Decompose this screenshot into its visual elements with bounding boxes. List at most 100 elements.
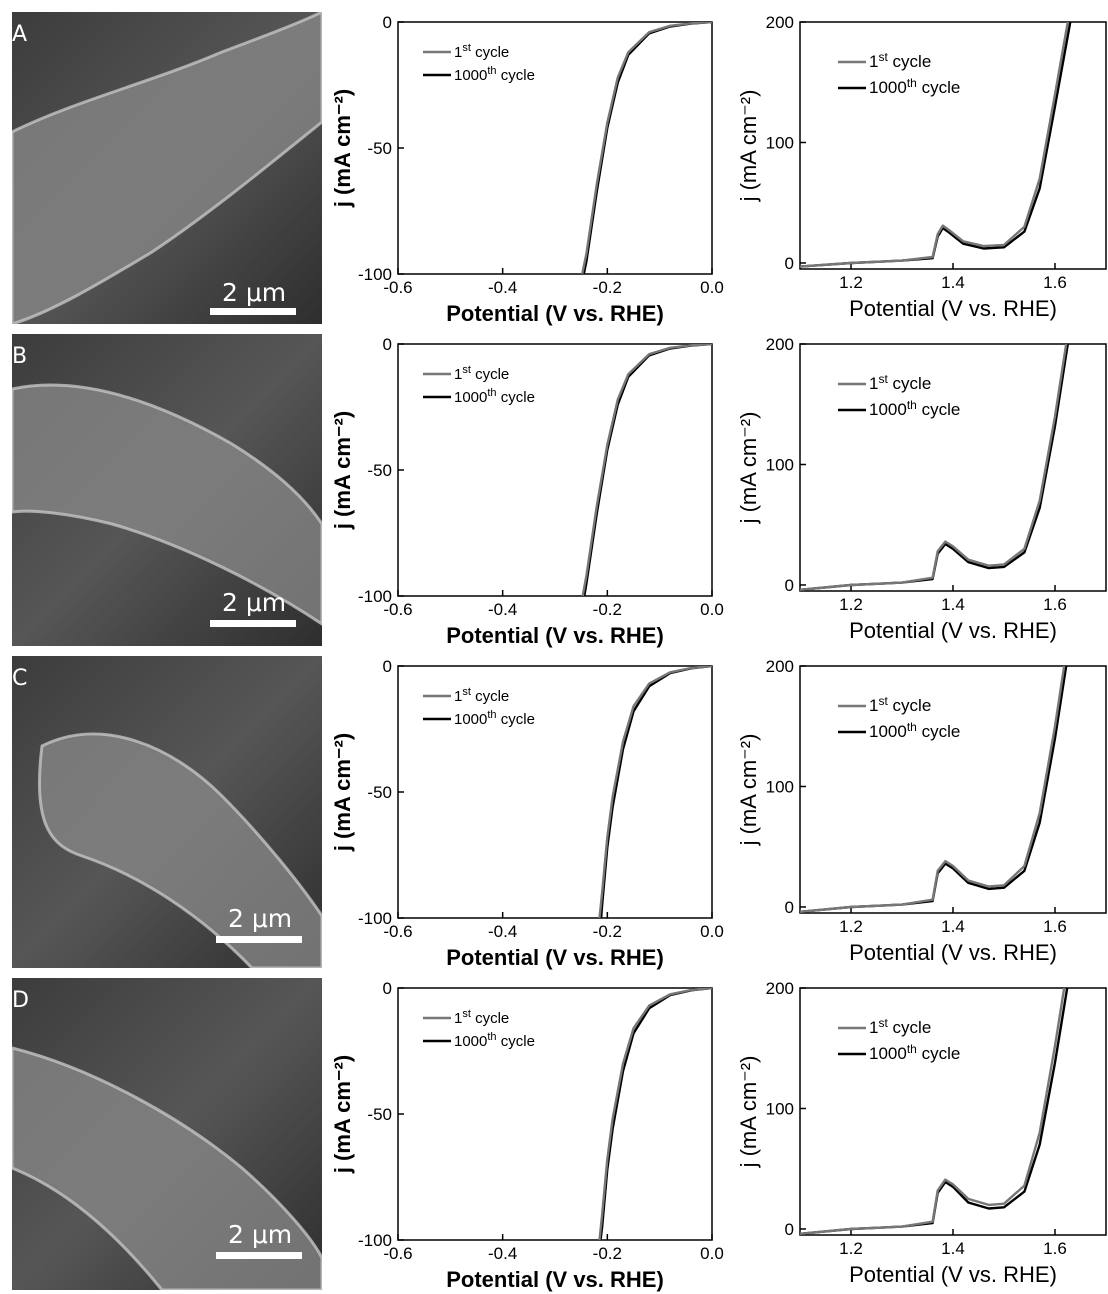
- y-tick-label: 100: [766, 1099, 794, 1118]
- legend-1st-cycle-label: 1st cycle: [454, 686, 509, 705]
- x-tick-label: 1.6: [1043, 917, 1067, 936]
- x-tick-label: -0.4: [488, 600, 517, 619]
- x-tick-label: 1.2: [839, 595, 863, 614]
- y-tick-label: -50: [367, 461, 392, 480]
- her-chart-2: -0.6 -0.4 -0.2 0.0 0 -50 -100 Potential (V vs. …: [330, 657, 724, 970]
- series-line-1st-cycle: [598, 666, 712, 918]
- y-tick-label: -100: [358, 1231, 392, 1250]
- y-axis-title: j (mA cm⁻²): [330, 1055, 355, 1174]
- x-tick-label: -0.6: [383, 600, 412, 619]
- oer-plot-2: 1.2 1.4 1.6 0 100 200 Potential (V vs. RHE) j (…: [730, 656, 1107, 968]
- x-axis-title: Potential (V vs. RHE): [849, 940, 1057, 965]
- oer-plot-1: 1.2 1.4 1.6 0 100 200 Potential (V vs. RHE) j (…: [730, 334, 1107, 646]
- plot-frame: [397, 665, 713, 919]
- sem-layer: [12, 385, 322, 624]
- x-axis-title: Potential (V vs. RHE): [446, 301, 664, 326]
- y-tick-label: -50: [367, 783, 392, 802]
- y-tick-label: 0: [785, 1220, 794, 1239]
- her-chart-1: -0.6 -0.4 -0.2 0.0 0 -50 -100 Potential (V vs. …: [330, 335, 724, 648]
- legend-1st-cycle-label: 1st cycle: [454, 42, 509, 61]
- panel-letter: B: [12, 344, 28, 369]
- x-axis-title: Potential (V vs. RHE): [849, 618, 1057, 643]
- y-axis-title: j (mA cm⁻²): [736, 734, 761, 847]
- scale-bar-label: 2 μm: [222, 588, 287, 617]
- sem-layer: [12, 12, 322, 324]
- x-tick-label: -0.6: [383, 922, 412, 941]
- y-tick-label: 100: [766, 455, 794, 474]
- y-tick-label: 200: [766, 657, 794, 676]
- legend-1000th-cycle-label: 1000th cycle: [454, 387, 535, 406]
- y-tick-label: 200: [766, 335, 794, 354]
- legend-1000th-cycle-label: 1000th cycle: [454, 1031, 535, 1050]
- x-tick-label: -0.4: [488, 922, 517, 941]
- y-tick-label: -100: [358, 909, 392, 928]
- sem-layer-edge: [12, 383, 322, 626]
- y-axis-title: j (mA cm⁻²): [736, 412, 761, 525]
- oer-chart-1: 1.2 1.4 1.6 0 100 200 Potential (V vs. RHE) j (…: [736, 335, 1107, 643]
- x-tick-label: -0.6: [383, 1244, 412, 1263]
- series-line-1st-cycle: [598, 988, 712, 1240]
- x-tick-label: 1.6: [1043, 595, 1067, 614]
- y-tick-label: 0: [785, 898, 794, 917]
- sem-image: [12, 12, 322, 324]
- x-tick-label: -0.6: [383, 278, 412, 297]
- y-axis-title: j (mA cm⁻²): [330, 89, 355, 208]
- x-tick-label: 1.4: [941, 1239, 965, 1258]
- x-tick-label: -0.2: [593, 1244, 622, 1263]
- x-tick-label: 0.0: [700, 1244, 724, 1263]
- figure-row-a: A 2 μm -0.6 -0.4 -0.2 0.0 0 -50 -100 Potential (V…: [0, 12, 1108, 326]
- y-tick-label: 100: [766, 133, 794, 152]
- x-axis-title: Potential (V vs. RHE): [446, 623, 664, 648]
- x-axis-title: Potential (V vs. RHE): [446, 945, 664, 970]
- series-line-1st-cycle: [581, 22, 712, 274]
- x-axis-title: Potential (V vs. RHE): [849, 1262, 1057, 1287]
- y-axis-title: j (mA cm⁻²): [736, 1056, 761, 1169]
- scale-bar: [216, 1252, 302, 1259]
- y-tick-label: 0: [383, 657, 392, 676]
- series-line-1000th-cycle: [599, 666, 712, 918]
- legend-1st-cycle-label: 1st cycle: [454, 364, 509, 383]
- y-tick-label: 0: [383, 335, 392, 354]
- series-line-1000th-cycle: [800, 22, 1072, 268]
- x-tick-label: 1.6: [1043, 1239, 1067, 1258]
- y-axis-title: j (mA cm⁻²): [736, 90, 761, 203]
- x-tick-label: -0.2: [593, 600, 622, 619]
- her-chart-0: -0.6 -0.4 -0.2 0.0 0 -50 -100 Potential (V vs. …: [330, 13, 724, 326]
- scale-bar-label: 2 μm: [228, 1220, 293, 1249]
- scale-bar-label: 2 μm: [222, 278, 287, 307]
- legend-1000th-cycle-label: 1000th cycle: [454, 709, 535, 728]
- figure-row-d: D 2 μm -0.6 -0.4 -0.2 0.0 0 -50 -100 Potential (V…: [0, 978, 1108, 1292]
- legend-1000th-cycle-label: 1000th cycle: [454, 65, 535, 84]
- y-axis-title: j (mA cm⁻²): [330, 411, 355, 530]
- legend-1000th-cycle-label: 1000th cycle: [869, 720, 960, 741]
- x-tick-label: 1.6: [1043, 273, 1067, 292]
- sem-layer: [39, 734, 322, 968]
- oer-plot-0: 1.2 1.4 1.6 0 100 200 Potential (V vs. RHE) j (…: [730, 12, 1107, 324]
- x-tick-label: 1.4: [941, 917, 965, 936]
- x-tick-label: 1.2: [839, 917, 863, 936]
- plot-frame: [397, 987, 713, 1241]
- panel-letter: D: [12, 988, 29, 1013]
- y-tick-label: -50: [367, 1105, 392, 1124]
- her-plot-0: -0.6 -0.4 -0.2 0.0 0 -50 -100 Potential (V vs. …: [330, 12, 1106, 326]
- her-plot-3: -0.6 -0.4 -0.2 0.0 0 -50 -100 Potential (V vs. …: [330, 978, 1106, 1292]
- series-line-1st-cycle: [800, 988, 1066, 1235]
- x-tick-label: -0.4: [488, 1244, 517, 1263]
- y-tick-label: -100: [358, 265, 392, 284]
- legend-1000th-cycle-label: 1000th cycle: [869, 1042, 960, 1063]
- oer-chart-2: 1.2 1.4 1.6 0 100 200 Potential (V vs. RHE) j (…: [736, 657, 1107, 965]
- y-tick-label: 0: [383, 13, 392, 32]
- oer-chart-0: 1.2 1.4 1.6 0 100 200 Potential (V vs. RHE) j (…: [736, 13, 1107, 321]
- y-tick-label: 200: [766, 13, 794, 32]
- scale-bar-label: 2 μm: [228, 904, 293, 933]
- oer-plot-3: 1.2 1.4 1.6 0 100 200 Potential (V vs. RHE) j (…: [730, 978, 1107, 1290]
- figure-row-b: B 2 μm -0.6 -0.4 -0.2 0.0 0 -50 -100 Potential (V…: [0, 334, 1108, 648]
- x-tick-label: -0.2: [593, 922, 622, 941]
- figure-row-c: C 2 μm -0.6 -0.4 -0.2 0.0 0 -50 -100 Potential (V…: [0, 656, 1108, 970]
- oer-chart-3: 1.2 1.4 1.6 0 100 200 Potential (V vs. RHE) j (…: [736, 979, 1107, 1287]
- x-tick-label: 1.2: [839, 273, 863, 292]
- y-tick-label: 0: [785, 254, 794, 273]
- series-line-1000th-cycle: [800, 344, 1069, 591]
- series-line-1000th-cycle: [800, 988, 1069, 1235]
- series-line-1st-cycle: [800, 666, 1066, 913]
